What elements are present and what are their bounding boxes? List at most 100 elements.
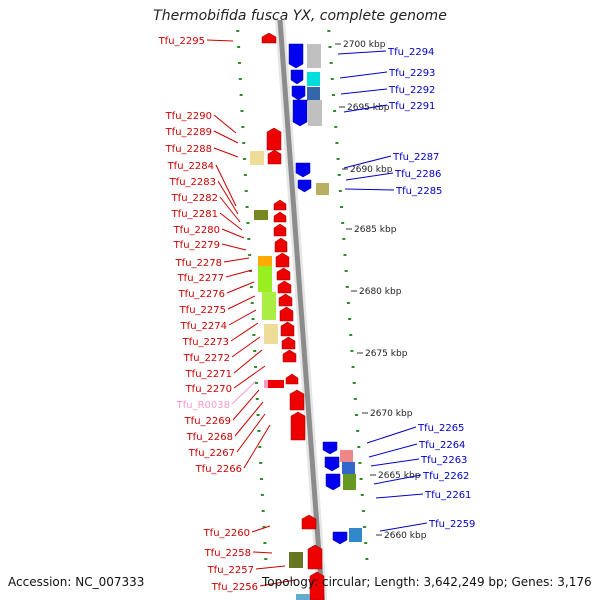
gene-label-left: Tfu_2290	[165, 111, 212, 122]
gene-label-right: Tfu_2259	[428, 519, 475, 530]
gene-label-left: Tfu_2283	[169, 177, 216, 188]
leader-line-left	[252, 551, 273, 554]
ring-tick-left	[258, 446, 262, 448]
gene-label-right: Tfu_2263	[420, 455, 467, 466]
leader-line-left	[206, 39, 234, 42]
leader-line-left	[233, 349, 263, 374]
ring-tick-left	[248, 254, 252, 256]
feature-block	[307, 44, 321, 68]
ring-tick-right	[331, 94, 335, 96]
gene-label-left: Tfu_2282	[171, 193, 218, 204]
ring-tick-left	[242, 142, 246, 144]
leader-line-left	[227, 295, 256, 310]
gene-label-right: Tfu_2294	[387, 47, 434, 58]
ring-tick-left	[255, 398, 259, 400]
gene-label-left: Tfu_2276	[178, 289, 225, 300]
leader-line-left	[255, 565, 286, 570]
scale-label: 2680 kbp	[359, 287, 402, 297]
accession-text: Accession: NC_007333	[8, 575, 145, 589]
leader-line-left	[243, 424, 271, 469]
ring-tick-left	[237, 62, 241, 64]
gene-label-left: Tfu_2288	[165, 144, 212, 155]
ring-tick-right	[365, 558, 369, 560]
ring-tick-right	[357, 446, 361, 448]
ring-tick-left	[260, 494, 264, 496]
leader-line-right	[370, 458, 420, 467]
forward-gene	[289, 389, 305, 411]
gene-label-left: Tfu_2295	[158, 36, 205, 47]
ring-tick-right	[328, 46, 332, 48]
feature-block	[262, 292, 276, 320]
forward-gene	[282, 349, 297, 363]
gene-label-left: Tfu_2266	[195, 464, 242, 475]
gene-label-left: Tfu_2280	[173, 225, 220, 236]
forward-gene	[273, 211, 287, 223]
gene-label-left: Tfu_2284	[167, 161, 214, 172]
reverse-gene	[292, 99, 308, 127]
reverse-gene	[288, 43, 304, 69]
ring-tick-right	[363, 526, 367, 528]
ring-tick-left	[256, 414, 260, 416]
ring-tick-left	[244, 190, 248, 192]
reverse-gene	[290, 69, 304, 85]
leader-line-left	[228, 309, 257, 326]
forward-gene	[268, 380, 284, 388]
gene-label-left: Tfu_2275	[179, 305, 226, 316]
ring-tick-right	[330, 78, 334, 80]
forward-gene	[273, 199, 287, 211]
ring-tick-right	[337, 174, 341, 176]
forward-gene	[267, 149, 282, 165]
leader-line-left	[219, 212, 243, 231]
gene-label-right: Tfu_2286	[394, 169, 441, 180]
leader-line-left	[234, 401, 264, 437]
leader-line-right	[379, 522, 428, 532]
ring-tick-left	[236, 30, 240, 32]
leader-line-left	[225, 269, 253, 278]
ring-tick-left	[245, 206, 249, 208]
trna-block	[264, 380, 268, 388]
gene-label-left: Tfu_2267	[188, 448, 235, 459]
feature-block	[349, 528, 362, 542]
ring-tick-right	[350, 350, 354, 352]
ring-tick-right	[333, 110, 337, 112]
gene-label-left: Tfu_2269	[184, 416, 231, 427]
ring-tick-right	[359, 478, 363, 480]
forward-gene	[277, 280, 292, 294]
forward-gene	[266, 127, 282, 151]
leader-line-left	[231, 336, 261, 358]
gene-label-right: Tfu_2262	[422, 471, 469, 482]
scale-label: 2700 kbp	[343, 40, 386, 50]
ring-tick-left	[241, 126, 245, 128]
feature-block	[258, 266, 272, 292]
ring-tick-left	[264, 558, 268, 560]
gene-label-right: Tfu_2292	[388, 85, 435, 96]
ring-tick-left	[239, 94, 243, 96]
leader-line-left	[259, 579, 296, 587]
ring-tick-left	[246, 222, 250, 224]
ring-tick-right	[356, 430, 360, 432]
leader-line-right	[339, 71, 388, 79]
gene-label-left: Tfu_2272	[183, 353, 230, 364]
gene-label-left: Tfu_R0038	[176, 400, 230, 411]
ring-tick-right	[364, 542, 368, 544]
feature-block	[296, 594, 310, 600]
reverse-gene	[322, 441, 338, 455]
ring-tick-right	[355, 414, 359, 416]
ring-tick-left	[254, 366, 258, 368]
gene-label-right: Tfu_2285	[395, 186, 442, 197]
leader-line-right	[340, 88, 388, 95]
ring-tick-left	[252, 334, 256, 336]
forward-gene	[261, 32, 277, 44]
ring-tick-right	[352, 382, 356, 384]
forward-gene	[279, 306, 294, 322]
leader-line-left	[233, 365, 266, 389]
leader-line-left	[213, 147, 239, 158]
ring-tick-right	[345, 286, 349, 288]
gene-label-left: Tfu_2289	[165, 127, 212, 138]
leader-line-left	[230, 322, 259, 342]
scale-label: 2685 kbp	[354, 225, 397, 235]
feature-block	[316, 183, 329, 195]
forward-gene	[275, 252, 290, 268]
gene-label-right: Tfu_2291	[388, 101, 435, 112]
